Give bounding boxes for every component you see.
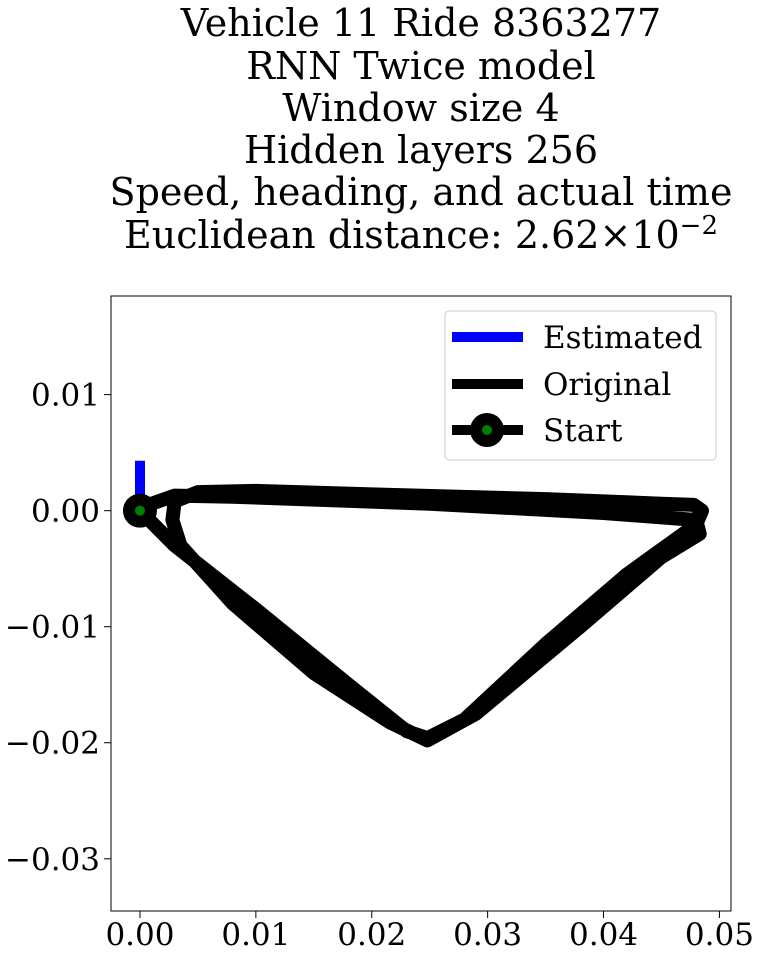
x-tick-label: 0.03 <box>453 917 522 953</box>
legend-original-label: Original <box>543 367 671 403</box>
title-line-2: RNN Twice model <box>246 44 596 88</box>
title-metric-line: Euclidean distance: 2.62×10−2 <box>124 211 718 257</box>
series-original-line <box>133 483 709 748</box>
y-tick-label: −0.02 <box>5 726 100 762</box>
title-line-4: Hidden layers 256 <box>244 128 598 172</box>
legend-estimated-label: Estimated <box>543 320 702 356</box>
title-metric-prefix: Euclidean distance: <box>124 213 515 257</box>
title-metric-mantissa: 2.62 <box>515 213 600 257</box>
title-metric-exponent: −2 <box>680 211 718 241</box>
title-metric-base: 10 <box>631 213 679 257</box>
x-axis: 0.00 0.01 0.02 0.03 0.04 0.05 <box>105 911 754 953</box>
plot-frame <box>110 295 732 912</box>
legend-start-label: Start <box>543 413 623 449</box>
x-tick-label: 0.01 <box>221 917 290 953</box>
title-line-1: Vehicle 11 Ride 8363277 <box>180 1 661 45</box>
legend-start-marker-inner <box>482 425 492 435</box>
series-start-marker-inner <box>134 505 145 516</box>
series-layer <box>122 460 709 748</box>
x-tick-label: 0.04 <box>569 917 638 953</box>
y-tick-label: 0.00 <box>31 494 100 530</box>
y-tick-label: −0.01 <box>5 610 100 646</box>
y-axis: 0.01 0.00 −0.01 −0.02 −0.03 <box>5 378 111 878</box>
x-tick-label: 0.00 <box>105 917 174 953</box>
x-tick-label: 0.02 <box>337 917 406 953</box>
legend-box <box>444 310 717 461</box>
chart-title: Vehicle 11 Ride 8363277 RNN Twice model … <box>110 1 733 257</box>
title-line-3: Window size 4 <box>282 86 559 130</box>
y-tick-label: −0.03 <box>5 842 100 878</box>
title-line-5: Speed, heading, and actual time <box>110 170 733 214</box>
title-metric-times: × <box>599 213 631 257</box>
x-tick-label: 0.05 <box>685 917 754 953</box>
y-tick-label: 0.01 <box>31 378 100 414</box>
legend: Estimated Original Start <box>444 310 717 461</box>
